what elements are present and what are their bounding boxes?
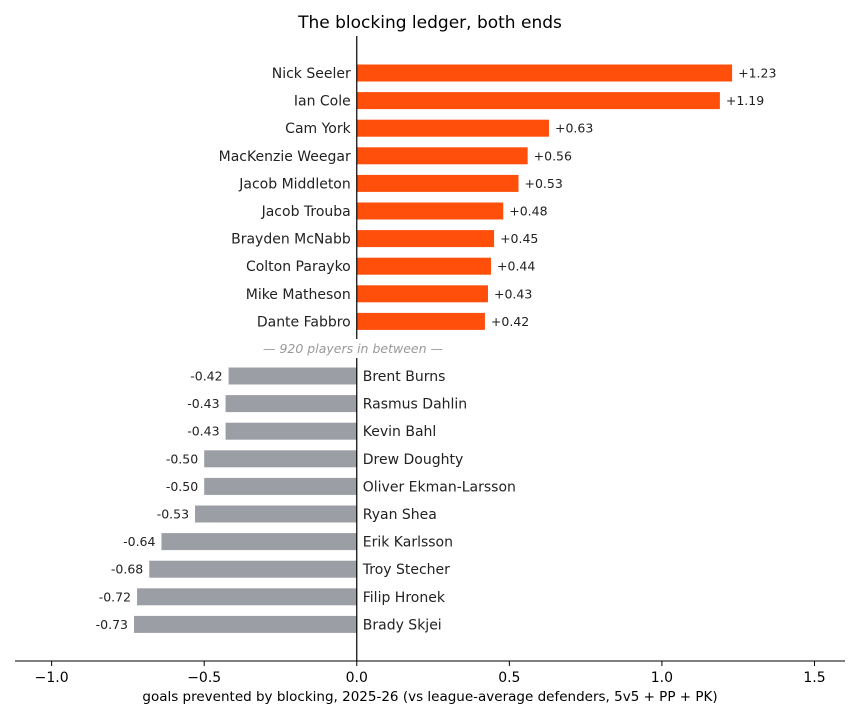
value-label: +0.53 [524,176,562,191]
bar-bottom [204,477,357,495]
value-label: -0.50 [166,479,198,494]
value-label: -0.64 [123,534,155,549]
player-name: Nick Seeler [272,66,351,82]
player-name: Filip Hronek [363,590,446,606]
player-name: Brent Burns [363,369,446,385]
player-name: Kevin Bahl [363,424,437,440]
bar-top [356,202,504,220]
player-name: Jacob Trouba [261,204,351,220]
value-label: -0.43 [187,424,219,439]
value-label: -0.53 [157,507,189,522]
value-label: +0.63 [555,121,593,136]
chart-title: The blocking ledger, both ends [297,13,562,33]
player-name: Mike Matheson [246,287,351,303]
player-name: Cam York [285,121,351,137]
bar-bottom [137,588,357,606]
value-label: -0.42 [190,369,222,384]
bar-bottom [225,395,357,413]
bar-top [356,92,720,110]
player-name: Erik Karlsson [363,535,453,551]
bar-top [356,230,495,248]
bar-top [356,312,485,330]
value-label: -0.72 [99,589,131,604]
axes-group: −1.0 −0.5 0.0 0.5 1.0 1.5 [15,36,845,686]
player-name: Rasmus Dahlin [363,397,467,413]
value-label: +1.19 [726,93,764,108]
player-name: Dante Fabbro [257,314,351,330]
player-name: Colton Parayko [246,259,351,275]
x-tick-label: −1.0 [35,670,69,686]
bar-top [356,64,733,82]
player-name: Oliver Ekman-Larsson [363,479,516,495]
player-name: Drew Doughty [363,452,464,468]
value-label: -0.43 [187,396,219,411]
value-label: +0.45 [500,231,538,246]
value-label: -0.50 [166,451,198,466]
top-bars-group: Nick Seeler +1.23 Ian Cole +1.19 Cam York +0.… [219,64,776,330]
bar-bottom [149,560,357,578]
player-name: MacKenzie Weegar [219,149,351,165]
bar-top [356,285,488,303]
value-label: +1.23 [738,66,776,81]
players-in-between-label: — 920 players in between — [263,341,443,356]
value-label: +0.56 [534,148,572,163]
player-name: Ryan Shea [363,507,437,523]
x-tick-label: −0.5 [187,670,221,686]
x-tick-label: 1.5 [803,670,825,686]
x-tick-label: 0.5 [498,670,520,686]
player-name: Brayden McNabb [231,232,351,248]
player-name: Brady Skjei [363,617,442,633]
x-tick-label: 0.0 [346,670,368,686]
bar-bottom [225,422,357,440]
bar-bottom [204,450,357,468]
player-name: Troy Stecher [362,562,450,578]
bar-bottom [228,367,357,385]
value-label: +0.43 [494,286,532,301]
bar-top [356,147,528,165]
value-label: -0.68 [111,562,143,577]
x-tick-label: 1.0 [651,670,673,686]
value-label: +0.42 [491,314,529,329]
value-label: +0.44 [497,259,535,274]
bar-bottom [134,615,357,633]
x-axis-label: goals prevented by blocking, 2025-26 (vs… [142,689,717,705]
value-label: +0.48 [509,204,547,219]
bar-top [356,174,519,192]
player-name: Ian Cole [294,94,351,110]
bar-bottom [195,505,357,523]
bar-top [356,119,550,137]
bar-bottom [161,533,357,551]
value-label: -0.73 [96,617,128,632]
player-name: Jacob Middleton [238,176,350,192]
bar-top [356,257,492,275]
bottom-bars-group: Brent Burns -0.42 Rasmus Dahlin -0.43 Kevin … [96,367,516,633]
